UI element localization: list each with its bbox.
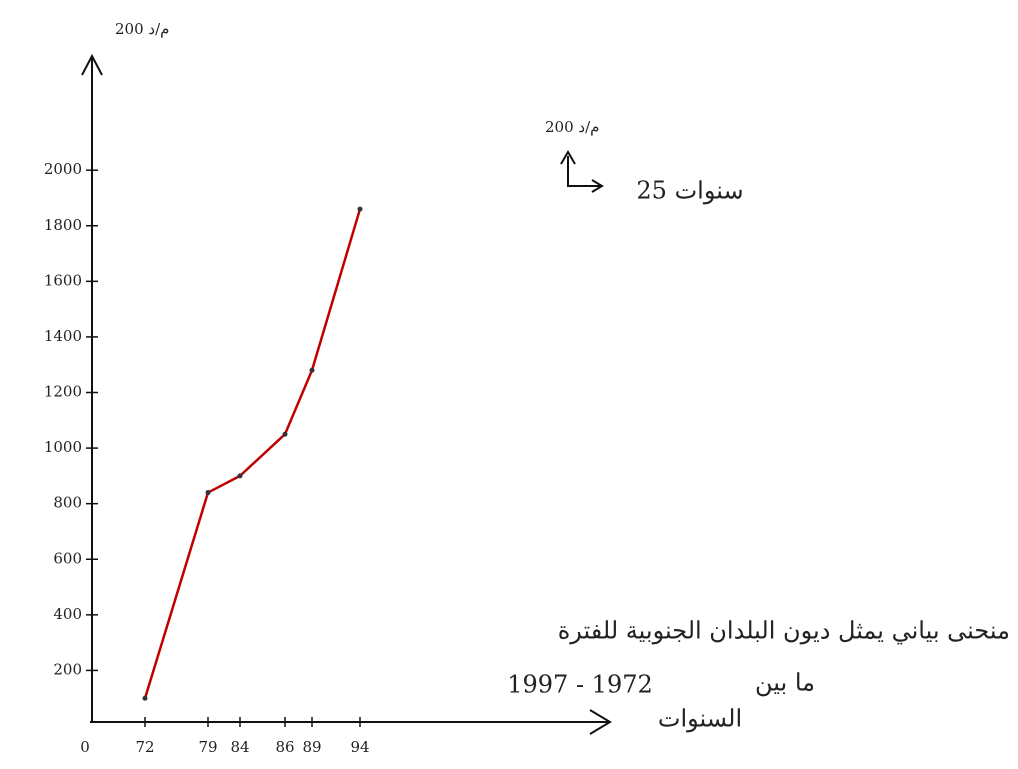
y-tick-label: 2000: [44, 160, 82, 178]
x-tick-label: 84: [230, 738, 249, 756]
origin-label: 0: [80, 738, 90, 756]
annotation-unit: 200 م/د: [545, 118, 599, 136]
y-axis-label: 200 م/د: [115, 20, 169, 38]
annotation-arrow-head: [591, 179, 604, 193]
data-point: [237, 473, 243, 479]
subtitle-prefix: ما بين: [755, 669, 815, 697]
annotation-arrow: [567, 156, 600, 187]
annotation-arrow-head: [560, 150, 576, 165]
y-arrow: [81, 53, 103, 76]
y-tick-label: 1800: [44, 216, 82, 234]
x-axis-label: السنوات: [658, 705, 742, 733]
data-point: [282, 431, 288, 437]
subtitle-range: 1997 - 1972: [507, 671, 653, 699]
data-point: [142, 695, 148, 701]
y-tick-label: 1000: [44, 438, 82, 456]
y-tick-label: 200: [53, 660, 82, 678]
annotation-scale: 25 سنوات: [636, 177, 743, 205]
y-tick-label: 1200: [44, 383, 82, 401]
x-tick-label: 79: [198, 738, 217, 756]
y-tick-label: 800: [53, 494, 82, 512]
data-point: [309, 367, 315, 373]
x-tick-label: 86: [275, 738, 294, 756]
data-point: [357, 206, 363, 212]
y-tick-label: 600: [53, 549, 82, 567]
y-tick-label: 400: [53, 605, 82, 623]
chart-title: منحنى بياني يمثل ديون البلدان الجنوبية ل…: [558, 617, 1010, 645]
x-tick-label: 72: [135, 738, 154, 756]
y-tick-label: 1600: [44, 271, 82, 289]
x-tick-label: 89: [302, 738, 321, 756]
data-point: [205, 490, 211, 496]
y-tick-label: 1400: [44, 327, 82, 345]
x-arrow: [589, 709, 612, 735]
data-line: [143, 208, 362, 699]
x-tick-label: 94: [350, 738, 369, 756]
